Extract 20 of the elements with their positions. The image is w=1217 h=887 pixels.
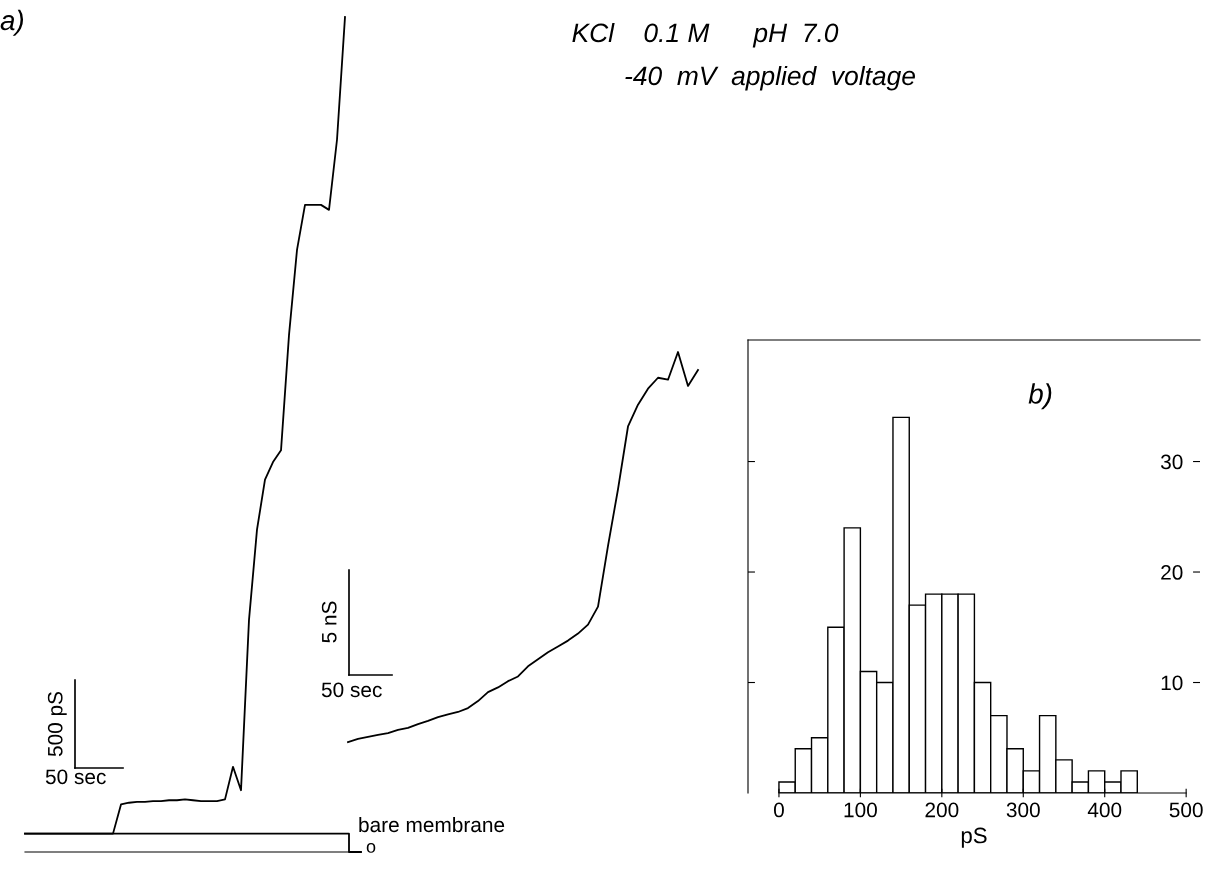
annotation: 50 sec (45, 769, 106, 785)
y-tick-label: 10 (1161, 675, 1183, 691)
y-tick-label: 20 (1161, 565, 1183, 580)
x-tick-label: 500 (1169, 802, 1203, 818)
x-tick-label: 400 (1087, 802, 1122, 818)
x-tick-label: 100 (844, 802, 877, 818)
annotation: bare membrane (359, 816, 505, 833)
x-axis-title: pS (961, 827, 987, 848)
x-tick-label: 200 (925, 802, 959, 818)
annotation: b) (1028, 383, 1052, 410)
text: -40 mV applied voltage (625, 65, 915, 91)
x-tick-label: 0 (773, 802, 784, 818)
x-tick-label: 300 (1006, 802, 1040, 818)
text: o (366, 842, 376, 853)
text: a) (0, 9, 24, 36)
annotation: 500 pS (47, 691, 67, 757)
annotation: 5 nS (321, 601, 337, 643)
text: KCl 0.1 M pH 7.0 (572, 22, 839, 48)
y-tick-label: 30 (1160, 454, 1183, 470)
annotation: 50 sec (321, 682, 382, 698)
